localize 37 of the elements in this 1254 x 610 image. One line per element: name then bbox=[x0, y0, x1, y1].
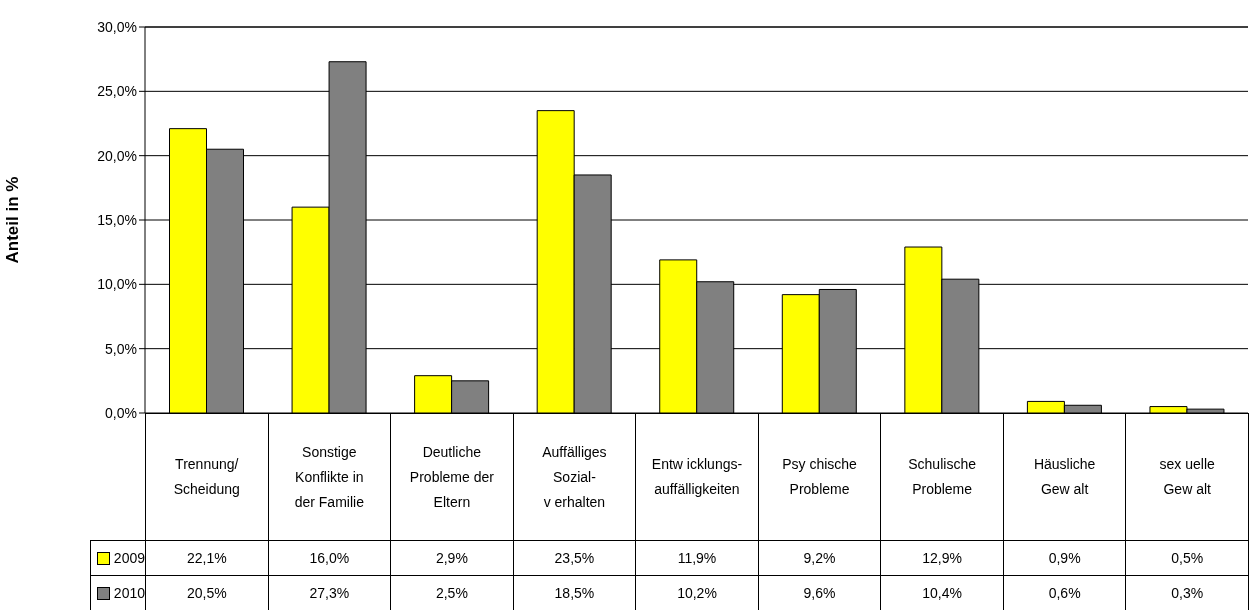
y-tick-label: 20,0% bbox=[97, 147, 137, 164]
data-label: 10,2% bbox=[635, 575, 759, 610]
data-label: 27,3% bbox=[267, 575, 392, 610]
y-axis-title: Anteil in % bbox=[3, 176, 23, 264]
data-label: 16,0% bbox=[267, 540, 392, 576]
data-label: 23,5% bbox=[512, 540, 637, 576]
x-tick-label: Psy chische Probleme bbox=[757, 413, 882, 541]
y-tick-label: 15,0% bbox=[97, 211, 137, 228]
data-label: 0,9% bbox=[1002, 540, 1127, 576]
y-tick-label: 30,0% bbox=[97, 18, 137, 35]
data-label: 12,9% bbox=[880, 540, 1004, 576]
y-tick-label: 5,0% bbox=[105, 340, 137, 357]
data-label: 9,6% bbox=[757, 575, 882, 610]
legend-label: 2010 bbox=[113, 583, 145, 603]
x-tick-label: Entw icklungs- auffälligkeiten bbox=[635, 413, 759, 541]
x-tick-label: Sonstige Konflikte in der Familie bbox=[267, 413, 392, 541]
data-label: 0,5% bbox=[1125, 540, 1249, 576]
x-tick-label: Deutliche Probleme der Eltern bbox=[390, 413, 514, 541]
x-tick-label: Trennung/ Scheidung bbox=[145, 413, 269, 541]
data-label: 0,6% bbox=[1002, 575, 1127, 610]
data-label: 2,9% bbox=[390, 540, 514, 576]
data-label: 18,5% bbox=[512, 575, 637, 610]
data-label: 11,9% bbox=[635, 540, 759, 576]
x-tick-label: sex uelle Gew alt bbox=[1125, 413, 1249, 541]
data-label: 9,2% bbox=[757, 540, 882, 576]
x-tick-label: Schulische Probleme bbox=[880, 413, 1004, 541]
data-label: 22,1% bbox=[145, 540, 269, 576]
data-label: 20,5% bbox=[145, 575, 269, 610]
y-tick-label: 0,0% bbox=[105, 404, 137, 421]
y-tick-label: 10,0% bbox=[97, 276, 137, 293]
legend-label: 2009 bbox=[113, 548, 145, 568]
y-tick-label: 25,0% bbox=[97, 83, 137, 100]
data-label: 0,3% bbox=[1125, 575, 1249, 610]
data-label: 10,4% bbox=[880, 575, 1004, 610]
x-tick-label: Auffälliges Sozial- v erhalten bbox=[512, 413, 637, 541]
data-label: 2,5% bbox=[390, 575, 514, 610]
x-tick-label: Häusliche Gew alt bbox=[1002, 413, 1127, 541]
